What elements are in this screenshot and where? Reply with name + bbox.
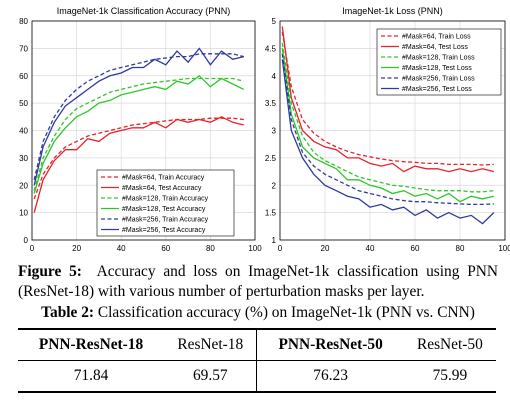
legend-entry: #Mask=64, Test Loss <box>402 44 468 51</box>
series-line-5 <box>281 59 495 225</box>
series-line-4 <box>33 53 244 180</box>
y-tick-label: 1.5 <box>265 209 277 218</box>
header-pnn-resnet-18: PNN-ResNet-18 <box>18 328 165 361</box>
header-pnn-resnet-50: PNN-ResNet-50 <box>256 328 404 361</box>
x-tick-label: 0 <box>30 244 35 253</box>
x-tick-label: 80 <box>206 244 215 253</box>
legend-box <box>376 28 502 96</box>
table-caption: Table 2: Classification accuracy (%) on … <box>18 303 498 323</box>
y-tick-label: 2.5 <box>265 154 277 163</box>
legend: #Mask=64, Train Loss #Mask=64, Test Loss #… <box>376 28 502 96</box>
chart-title: ImageNet-1k Classification Accuracy (PNN… <box>57 6 231 16</box>
value-resnet-50: 75.99 <box>403 360 496 393</box>
x-tick-label: 60 <box>411 244 420 253</box>
table-caption-text: Classification accuracy (%) on ImageNet-… <box>97 304 475 321</box>
header-resnet-18: ResNet-18 <box>164 328 257 361</box>
x-tick-label: 80 <box>456 244 465 253</box>
y-tick-label: 4.5 <box>265 44 277 53</box>
plot-frame <box>31 20 256 241</box>
y-tick-label: 2 <box>272 181 277 190</box>
y-tick-label: 20 <box>19 181 28 190</box>
legend-entry: #Mask=256, Test Accuracy <box>122 227 206 234</box>
y-tick-label: 3 <box>272 127 277 136</box>
y-tick-label: 80 <box>19 17 28 26</box>
series-line-1 <box>281 26 494 173</box>
legend-entry: #Mask=128, Test Loss <box>402 65 472 72</box>
x-tick-label: 100 <box>498 244 510 253</box>
legend-entry: #Mask=128, Test Accuracy <box>122 206 206 213</box>
value-pnn-resnet-18: 71.84 <box>18 360 165 393</box>
x-tick-label: 20 <box>321 244 330 253</box>
legend-entry: #Mask=64, Train Accuracy <box>122 175 205 182</box>
legend-entry: #Mask=128, Train Loss <box>402 55 475 62</box>
series-line-2 <box>33 77 244 191</box>
y-tick-label: 40 <box>19 127 28 136</box>
legend-entry: #Mask=256, Test Loss <box>402 86 472 93</box>
y-tick-label: 50 <box>19 99 28 108</box>
series-line-0 <box>33 117 244 200</box>
x-tick-label: 0 <box>278 244 283 253</box>
series-line-3 <box>33 74 245 194</box>
series-line-3 <box>281 48 494 203</box>
x-tick-label: 40 <box>117 244 126 253</box>
legend-entry: #Mask=64, Train Loss <box>402 34 471 41</box>
charts-svg: 0 20 40 60 80 10001020304050607080ImageNet-1k… <box>19 6 510 253</box>
legend-entry: #Mask=256, Train Accuracy <box>122 217 209 224</box>
results-table: PNN-ResNet-18 ResNet-18 PNN-ResNet-50 Re… <box>18 328 496 393</box>
header-resnet-50: ResNet-50 <box>403 328 496 361</box>
accuracy-chart: 0 20 40 60 80 100 0 10 20 30 40 50 60 70 80 ImageNet-1k… <box>19 6 262 253</box>
series-line-5 <box>33 47 244 186</box>
y-tick-label: 0 <box>24 236 29 245</box>
y-tick-label: 10 <box>19 209 28 218</box>
plot-frame <box>279 20 506 241</box>
x-tick-label: 60 <box>161 244 170 253</box>
y-tick-label: 30 <box>19 154 28 163</box>
legend-box <box>96 169 235 237</box>
legend-entry: #Mask=128, Train Accuracy <box>122 196 209 203</box>
y-tick-label: 60 <box>19 72 28 81</box>
value-pnn-resnet-50: 76.23 <box>256 360 404 393</box>
figure-charts: 0 20 40 60 80 100 0 10 20 30 40 50 60 70 80 ImageNet-1k… <box>19 6 510 253</box>
y-tick-label: 5 <box>272 17 277 26</box>
y-tick-label: 70 <box>19 44 28 53</box>
chart-title: ImageNet-1k Loss (PNN) <box>342 6 443 16</box>
x-tick-label: 20 <box>72 244 81 253</box>
y-tick-label: 4 <box>272 72 277 81</box>
legend-entry: #Mask=64, Test Accuracy <box>122 185 202 192</box>
table-caption-label: Table 2: <box>41 304 95 321</box>
series-line-2 <box>281 42 494 193</box>
x-tick-label: 40 <box>366 244 375 253</box>
legend: #Mask=64, Train Accuracy #Mask=64, Test A… <box>96 169 235 237</box>
table-row: 71.84 69.57 76.23 75.99 <box>18 360 496 393</box>
series-line-1 <box>33 116 244 213</box>
y-tick-label: 1 <box>272 236 277 245</box>
y-tick-label: 3.5 <box>265 99 277 108</box>
legend-entry: #Mask=256, Train Loss <box>402 76 475 83</box>
table-header-row: PNN-ResNet-18 ResNet-18 PNN-ResNet-50 Re… <box>18 328 496 361</box>
figure-caption-label: Figure 5: <box>18 263 82 280</box>
value-resnet-18: 69.57 <box>164 360 257 393</box>
x-tick-label: 100 <box>248 244 262 253</box>
figure-caption: Figure 5: Accuracy and loss on ImageNet-… <box>18 262 498 302</box>
loss-chart: 0 20 40 60 80 100 1 1.5 2 2.5 3 3.5 4 4.5 5 ImageNet-1k… <box>265 6 510 253</box>
figure-caption-text: Accuracy and loss on ImageNet-1k classif… <box>18 263 498 300</box>
